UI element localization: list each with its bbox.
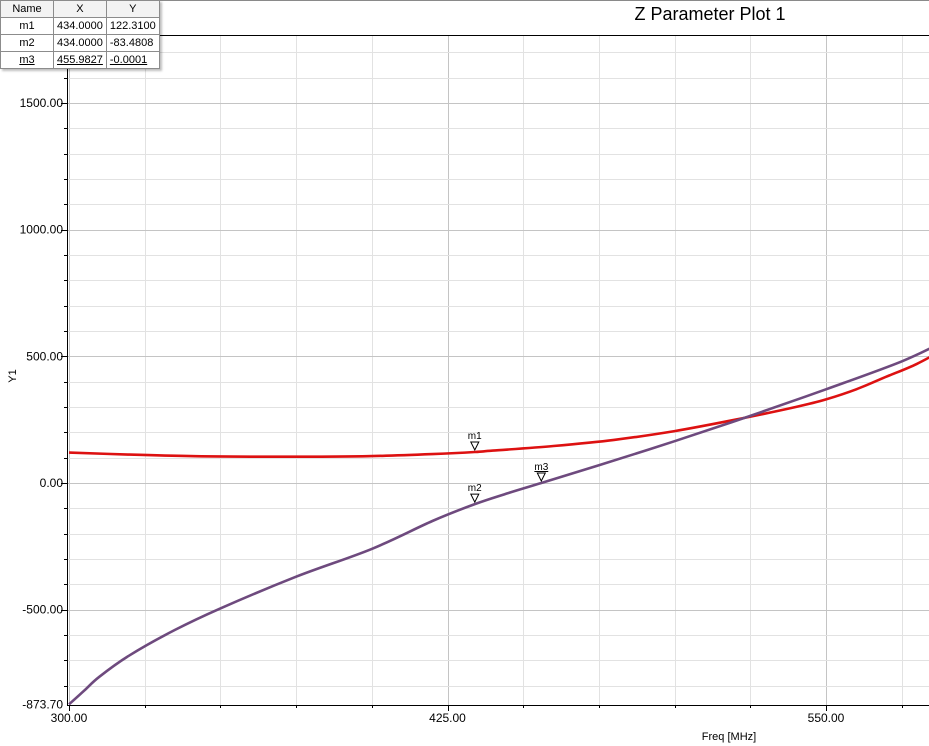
marker-row-m1[interactable]: m1 434.0000 122.3100 — [0, 17, 160, 35]
x-tick-label: 425.00 — [429, 711, 466, 725]
series-line-2[interactable] — [68, 340, 929, 705]
marker-m1[interactable]: m1 — [468, 431, 482, 452]
marker-label: m3 — [534, 462, 548, 473]
marker-y-value: -83.4808 — [105, 34, 160, 52]
header-name[interactable]: Name — [0, 0, 54, 18]
series-layer — [68, 340, 929, 705]
marker-triangle-icon — [536, 472, 547, 483]
marker-y-value: -0.0001 — [105, 51, 160, 69]
header-x[interactable]: X — [53, 0, 107, 18]
marker-m2[interactable]: m2 — [468, 483, 482, 504]
y-tick-label: 500.00 — [26, 349, 63, 363]
header-y[interactable]: Y — [105, 0, 160, 18]
marker-triangle-icon — [469, 441, 480, 452]
marker-label: m2 — [468, 483, 482, 494]
x-tick-label: 550.00 — [808, 711, 845, 725]
marker-row-m2[interactable]: m2 434.0000 -83.4808 — [0, 34, 160, 52]
y-axis-title: Y1 — [7, 369, 19, 382]
y-tick-label: -873.70 — [22, 697, 63, 711]
x-axis-title: Freq [MHz] — [702, 731, 756, 743]
y-tick-label: 1000.00 — [20, 223, 64, 237]
marker-table[interactable]: Name X Y m1 434.0000 122.3100 m2 434.000… — [0, 0, 160, 69]
y-tick-label: 0.00 — [40, 476, 64, 490]
marker-name: m2 — [0, 34, 54, 52]
marker-x-value: 434.0000 — [53, 34, 107, 52]
axes: 1500.00 1000.00 500.00 0.00 -500.00 -873.7030… — [20, 36, 929, 725]
y-tick-label: 1500.00 — [20, 96, 64, 110]
marker-name: m3 — [0, 51, 54, 69]
chart-title: Z Parameter Plot 1 — [634, 4, 786, 24]
marker-x-value: 455.9827 — [53, 51, 107, 69]
marker-name: m1 — [0, 17, 54, 35]
y-tick-label: -500.00 — [22, 603, 63, 617]
markers: m1 m2 m3 — [468, 431, 549, 504]
marker-table-header: Name X Y — [0, 0, 160, 18]
x-tick-label: 300.00 — [51, 711, 88, 725]
marker-y-value: 122.3100 — [105, 17, 160, 35]
marker-label: m1 — [468, 431, 482, 442]
marker-x-value: 434.0000 — [53, 17, 107, 35]
grid — [67, 36, 929, 705]
marker-triangle-icon — [469, 493, 480, 504]
marker-m3[interactable]: m3 — [534, 462, 549, 483]
marker-row-m3[interactable]: m3 455.9827 -0.0001 — [0, 51, 160, 69]
series-line-1[interactable] — [68, 348, 929, 459]
